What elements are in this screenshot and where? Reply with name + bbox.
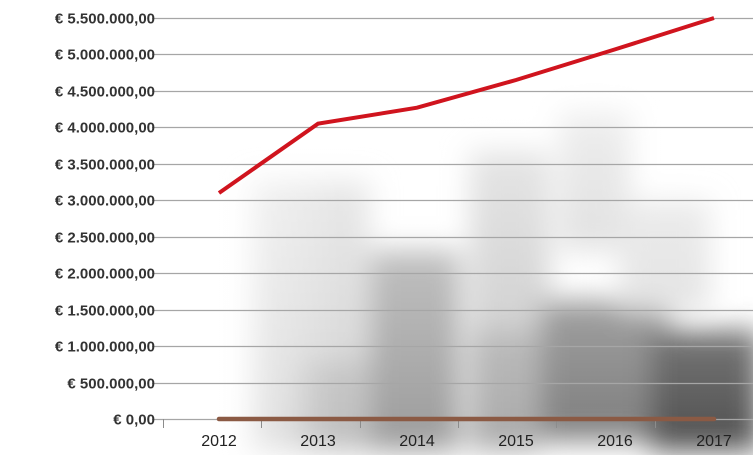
x-tick-label: 2014	[399, 433, 435, 450]
y-tick-label: € 3.500.000,00	[55, 157, 155, 174]
x-axis-tick-labels: 2012 2013 2014 2015 2016 2017	[201, 433, 732, 450]
data-series	[216, 16, 717, 422]
x-tick-label: 2016	[597, 433, 633, 450]
x-tick-label: 2015	[498, 433, 534, 450]
y-tick-label: € 0,00	[113, 412, 155, 429]
y-tick-label: € 5.000.000,00	[55, 47, 155, 64]
y-tick-label: € 2.500.000,00	[55, 230, 155, 247]
y-tick-label: € 500.000,00	[67, 376, 155, 393]
y-tick-label: € 1.500.000,00	[55, 303, 155, 320]
x-tick-label: 2013	[300, 433, 336, 450]
y-tick-label: € 2.000.000,00	[55, 266, 155, 283]
y-tick-label: € 3.000.000,00	[55, 193, 155, 210]
y-axis-tick-labels: € 0,00 € 500.000,00 € 1.000.000,00 € 1.500.…	[55, 11, 155, 429]
x-tick-label: 2012	[201, 433, 237, 450]
y-tick-label: € 5.500.000,00	[55, 11, 155, 28]
series-line-0	[217, 16, 715, 195]
y-tick-label: € 4.500.000,00	[55, 84, 155, 101]
y-tick-label: € 4.000.000,00	[55, 120, 155, 137]
y-tick-label: € 1.000.000,00	[55, 339, 155, 356]
x-tick-label: 2017	[696, 433, 732, 450]
